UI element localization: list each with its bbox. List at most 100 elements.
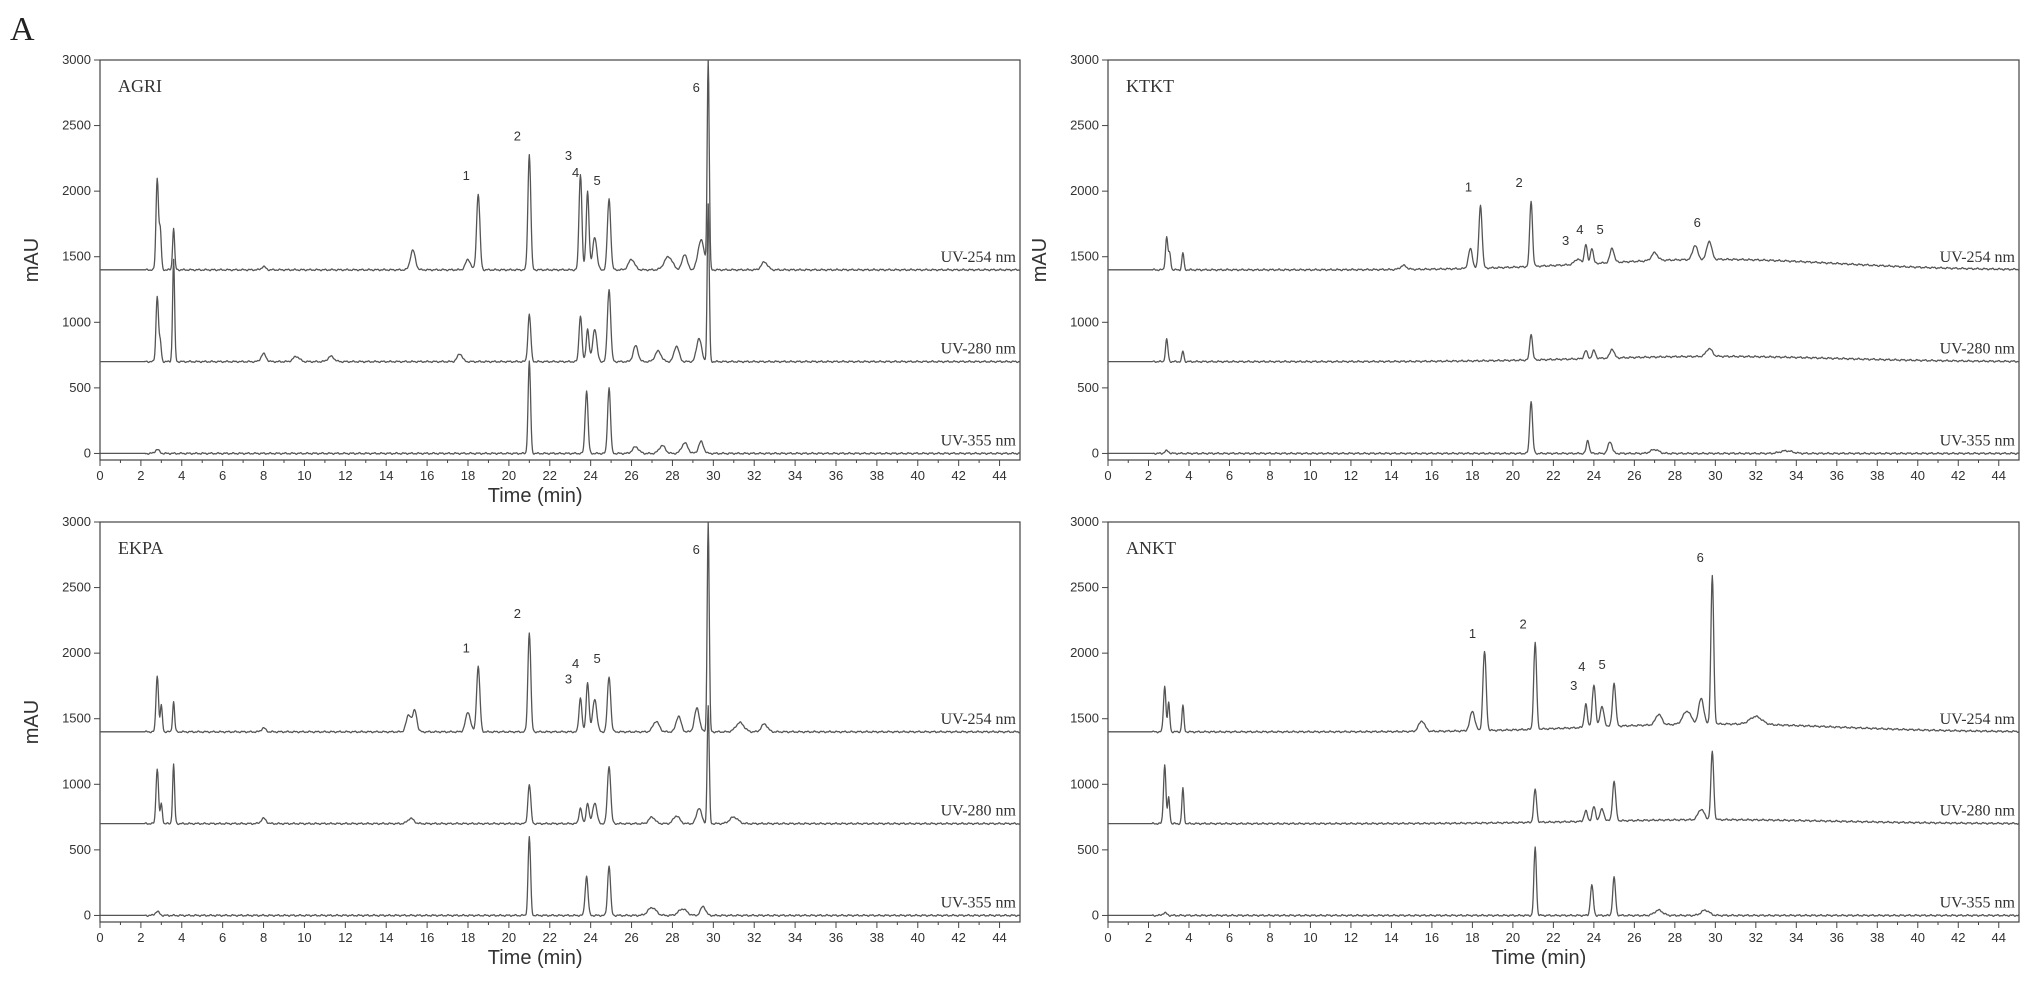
x-tick-label: 28 bbox=[665, 468, 679, 483]
trace-line-0 bbox=[1107, 574, 2020, 734]
peak-label: 1 bbox=[1469, 626, 1476, 641]
x-tick-label: 22 bbox=[1546, 468, 1560, 483]
x-tick-label: 34 bbox=[788, 468, 802, 483]
x-tick-label: 18 bbox=[461, 930, 475, 945]
x-tick-label: 32 bbox=[1749, 468, 1763, 483]
sample-name: ANKT bbox=[1126, 538, 1176, 558]
x-tick-label: 40 bbox=[911, 468, 925, 483]
x-tick-label: 4 bbox=[1185, 930, 1192, 945]
x-tick-label: 38 bbox=[870, 468, 884, 483]
peak-label: 2 bbox=[514, 606, 521, 621]
x-tick-label: 28 bbox=[665, 930, 679, 945]
x-tick-label: 24 bbox=[1587, 930, 1601, 945]
trace-label: UV-355 nm bbox=[1940, 432, 2016, 449]
trace-label: UV-280 nm bbox=[1940, 341, 2016, 358]
y-tick-label: 1000 bbox=[62, 314, 91, 329]
plot-frame bbox=[99, 59, 1021, 461]
trace-label: UV-355 nm bbox=[941, 894, 1017, 911]
x-tick-label: 14 bbox=[379, 468, 393, 483]
peak-label: 6 bbox=[1697, 550, 1704, 565]
peak-label: 5 bbox=[1596, 222, 1603, 237]
trace-line-1 bbox=[99, 203, 1021, 364]
y-axis-label: mAU bbox=[21, 700, 43, 744]
figure-panel-letter: A bbox=[10, 11, 35, 48]
x-tick-label: 26 bbox=[624, 468, 638, 483]
trace-line-1 bbox=[1107, 333, 2020, 364]
peak-label: 2 bbox=[514, 128, 521, 143]
x-tick-label: 36 bbox=[1830, 930, 1844, 945]
x-tick-label: 0 bbox=[1104, 468, 1111, 483]
x-tick-label: 26 bbox=[1627, 930, 1641, 945]
x-tick-label: 10 bbox=[1303, 930, 1317, 945]
x-tick-label: 2 bbox=[137, 930, 144, 945]
x-tick-label: 34 bbox=[788, 930, 802, 945]
sample-name: AGRI bbox=[118, 76, 162, 96]
x-tick-label: 6 bbox=[1226, 468, 1233, 483]
peak-label: 3 bbox=[565, 148, 572, 163]
y-tick-label: 3000 bbox=[1070, 52, 1099, 67]
x-tick-label: 0 bbox=[96, 468, 103, 483]
x-tick-label: 10 bbox=[297, 468, 311, 483]
peak-label: 1 bbox=[1465, 179, 1472, 194]
x-axis-label: Time (min) bbox=[1491, 947, 1586, 969]
y-tick-label: 1000 bbox=[62, 776, 91, 791]
y-tick-label: 500 bbox=[69, 842, 91, 857]
x-tick-label: 8 bbox=[1266, 930, 1273, 945]
x-tick-label: 40 bbox=[1911, 930, 1925, 945]
x-tick-label: 20 bbox=[502, 930, 516, 945]
x-tick-label: 44 bbox=[992, 930, 1006, 945]
x-tick-label: 30 bbox=[1708, 930, 1722, 945]
x-axis-label: Time (min) bbox=[488, 947, 583, 969]
x-tick-label: 44 bbox=[1992, 930, 2006, 945]
x-tick-label: 2 bbox=[1145, 468, 1152, 483]
x-tick-label: 24 bbox=[1587, 468, 1601, 483]
y-tick-label: 2500 bbox=[1070, 580, 1099, 595]
y-tick-label: 2500 bbox=[1070, 118, 1099, 133]
trace-label: UV-280 nm bbox=[941, 341, 1017, 358]
x-tick-label: 14 bbox=[1384, 930, 1398, 945]
y-tick-label: 1000 bbox=[1070, 314, 1099, 329]
y-tick-label: 2000 bbox=[1070, 183, 1099, 198]
x-tick-label: 32 bbox=[747, 468, 761, 483]
x-tick-label: 12 bbox=[338, 468, 352, 483]
plot-frame bbox=[99, 521, 1021, 923]
x-tick-label: 26 bbox=[624, 930, 638, 945]
x-tick-label: 40 bbox=[911, 930, 925, 945]
y-tick-label: 2000 bbox=[62, 645, 91, 660]
peak-label: 6 bbox=[1694, 215, 1701, 230]
plot-frame bbox=[1107, 521, 2020, 923]
y-tick-label: 1000 bbox=[1070, 776, 1099, 791]
peak-label: 2 bbox=[1520, 617, 1527, 632]
x-tick-label: 20 bbox=[1506, 930, 1520, 945]
chart-panel-0: 0 2 4 6 8 10 12 14 16 18 20 22 24 26 28 30 32 34 36 38 40 42 4… bbox=[21, 52, 1021, 507]
x-tick-label: 14 bbox=[379, 930, 393, 945]
chart-panels: 0 2 4 6 8 10 12 14 16 18 20 22 24 26 28 30 32 34 36 38 40 42 4… bbox=[21, 52, 2020, 969]
x-tick-label: 34 bbox=[1789, 468, 1803, 483]
plot-frame bbox=[1107, 59, 2020, 461]
x-tick-label: 4 bbox=[178, 930, 185, 945]
x-axis-label: Time (min) bbox=[488, 485, 583, 507]
x-tick-label: 8 bbox=[1266, 468, 1273, 483]
y-tick-label: 2000 bbox=[1070, 645, 1099, 660]
x-tick-label: 16 bbox=[1425, 468, 1439, 483]
y-tick-label: 1500 bbox=[62, 249, 91, 264]
y-tick-label: 0 bbox=[1092, 907, 1099, 922]
y-axis-label: mAU bbox=[21, 238, 43, 282]
x-tick-label: 42 bbox=[1951, 468, 1965, 483]
y-tick-label: 2500 bbox=[62, 580, 91, 595]
peak-label: 5 bbox=[593, 173, 600, 188]
chart-panel-3: 0 2 4 6 8 10 12 14 16 18 20 22 24 26 28 30 32 34 36 38 40 42 4… bbox=[1070, 514, 2020, 969]
peak-label: 4 bbox=[572, 656, 579, 671]
x-tick-label: 4 bbox=[178, 468, 185, 483]
peak-label: 4 bbox=[1576, 222, 1583, 237]
trace-line-2 bbox=[1107, 401, 2020, 456]
trace-label: UV-254 nm bbox=[941, 711, 1017, 728]
x-tick-label: 22 bbox=[543, 930, 557, 945]
x-tick-label: 26 bbox=[1627, 468, 1641, 483]
peak-label: 3 bbox=[565, 672, 572, 687]
chart-panel-2: 0 2 4 6 8 10 12 14 16 18 20 22 24 26 28 30 32 34 36 38 40 42 4… bbox=[21, 514, 1021, 969]
x-tick-label: 32 bbox=[1749, 930, 1763, 945]
x-tick-label: 40 bbox=[1911, 468, 1925, 483]
trace-line-0 bbox=[99, 522, 1021, 734]
chart-panel-1: 0 2 4 6 8 10 12 14 16 18 20 22 24 26 28 30 32 34 36 38 40 42 4… bbox=[1029, 52, 2020, 483]
